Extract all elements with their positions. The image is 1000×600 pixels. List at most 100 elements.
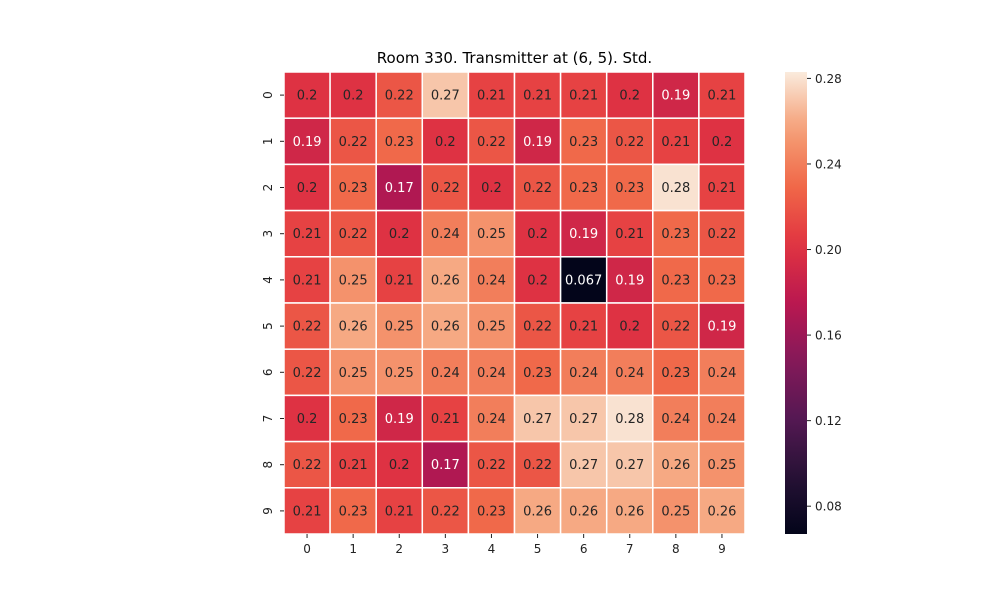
cell-value-label: 0.2: [297, 181, 318, 196]
cell-value-label: 0.21: [293, 504, 322, 519]
cell-value-label: 0.21: [707, 89, 736, 104]
cell-value-label: 0.27: [569, 412, 598, 427]
cell-value-label: 0.24: [615, 366, 644, 381]
heatmap-cell: [329, 394, 377, 443]
y-tick-label: 5: [261, 322, 275, 330]
chart-title: Room 330. Transmitter at (6, 5). Std.: [377, 49, 652, 67]
cell-value-label: 0.24: [477, 366, 506, 381]
cell-value-label: 0.26: [431, 273, 460, 288]
cell-value-label: 0.23: [339, 504, 368, 519]
cell-value-label: 0.26: [523, 504, 552, 519]
cell-value-label: 0.26: [339, 320, 368, 335]
cell-value-label: 0.19: [569, 227, 598, 242]
heatmap-cell: [559, 487, 608, 535]
cell-value-label: 0.24: [569, 366, 598, 381]
cell-value-label: 0.2: [389, 227, 410, 242]
heatmap-cell: [513, 256, 562, 304]
cell-value-label: 0.21: [339, 458, 368, 473]
cell-value-label: 0.2: [527, 227, 548, 242]
cell-value-label: 0.22: [477, 135, 506, 150]
cell-value-label: 0.26: [707, 504, 736, 519]
colorbar-tick-label: 0.12: [815, 414, 842, 428]
cell-value-label: 0.24: [477, 412, 506, 427]
cell-value-label: 0.22: [523, 320, 552, 335]
heatmap-cell: [652, 487, 700, 535]
heatmap-cell: [605, 440, 654, 489]
cell-value-label: 0.25: [339, 273, 368, 288]
x-tick-label: 4: [488, 542, 496, 556]
heatmap-cell: [513, 302, 562, 350]
heatmap-cell: [467, 487, 516, 535]
heatmap-cell: [467, 440, 516, 489]
cell-value-label: 0.22: [293, 458, 322, 473]
heatmap-cell: [698, 440, 746, 489]
cell-value-label: 0.27: [569, 458, 598, 473]
colorbar: 0.08 0.12 0.16 0.20 0.24 0.28: [785, 72, 842, 534]
heatmap-cell: [513, 394, 562, 443]
cell-value-label: 0.2: [389, 458, 410, 473]
heatmap-cell: [513, 71, 562, 119]
cell-value-label: 0.24: [707, 366, 736, 381]
heatmap-cell: [283, 348, 331, 397]
cell-value-label: 0.2: [619, 89, 640, 104]
heatmap-cell: [559, 348, 608, 397]
cell-value-label: 0.2: [435, 135, 456, 150]
cell-value-label: 0.26: [431, 320, 460, 335]
y-tick-label: 7: [261, 415, 275, 423]
cell-value-label: 0.21: [707, 181, 736, 196]
heatmap-cell: [559, 440, 608, 489]
cell-value-label: 0.25: [477, 320, 506, 335]
y-tick-label: 0: [261, 91, 275, 99]
heatmap-cell: [652, 440, 700, 489]
y-tick-label: 8: [261, 461, 275, 469]
cell-value-label: 0.26: [569, 504, 598, 519]
cell-value-label: 0.19: [661, 89, 690, 104]
cell-value-label: 0.22: [661, 320, 690, 335]
heatmap-cell: [421, 348, 470, 397]
cell-value-label: 0.25: [707, 458, 736, 473]
x-tick-label: 6: [580, 542, 588, 556]
heatmap-cell: [329, 163, 377, 212]
y-tick-label: 1: [261, 137, 275, 145]
heatmap-cell: [605, 394, 654, 443]
cell-value-label: 0.22: [385, 89, 414, 104]
y-axis: 0 1 2 3 4 5 6 7 8 9: [261, 91, 284, 515]
heatmap-cell: [605, 487, 654, 535]
cell-value-label: 0.22: [707, 227, 736, 242]
cell-value-label: 0.23: [615, 181, 644, 196]
heatmap-cell: [375, 302, 424, 350]
cell-value-label: 0.23: [477, 504, 506, 519]
cell-value-label: 0.21: [661, 135, 690, 150]
cell-value-label: 0.23: [385, 135, 414, 150]
cell-value-label: 0.22: [431, 181, 460, 196]
cell-value-label: 0.24: [477, 273, 506, 288]
cell-value-label: 0.22: [339, 227, 368, 242]
heatmap-cell: [652, 256, 700, 304]
cell-value-label: 0.2: [481, 181, 502, 196]
cell-value-label: 0.19: [615, 273, 644, 288]
x-tick-label: 8: [672, 542, 680, 556]
colorbar-tick-label: 0.08: [815, 500, 842, 514]
x-tick-label: 7: [626, 542, 634, 556]
cell-value-label: 0.27: [431, 89, 460, 104]
cell-value-label: 0.19: [707, 320, 736, 335]
cell-value-label: 0.2: [619, 320, 640, 335]
cell-value-label: 0.23: [339, 412, 368, 427]
x-tick-label: 2: [395, 542, 403, 556]
cell-value-label: 0.21: [615, 227, 644, 242]
cell-value-label: 0.23: [339, 181, 368, 196]
heatmap-cell: [698, 348, 746, 397]
heatmap-cell: [652, 348, 700, 397]
heatmap-cell: [559, 209, 608, 258]
cell-value-label: 0.22: [293, 366, 322, 381]
cell-value-label: 0.21: [569, 320, 598, 335]
cell-value-label: 0.23: [661, 227, 690, 242]
heatmap-cell: [698, 71, 746, 119]
heatmap-cell: [283, 487, 331, 535]
x-axis: 0 1 2 3 4 5 6 7 8 9: [303, 534, 726, 556]
colorbar-tick-label: 0.20: [815, 243, 842, 257]
heatmap-cell: [513, 348, 562, 397]
y-tick-label: 3: [261, 230, 275, 238]
cell-value-label: 0.2: [343, 89, 364, 104]
